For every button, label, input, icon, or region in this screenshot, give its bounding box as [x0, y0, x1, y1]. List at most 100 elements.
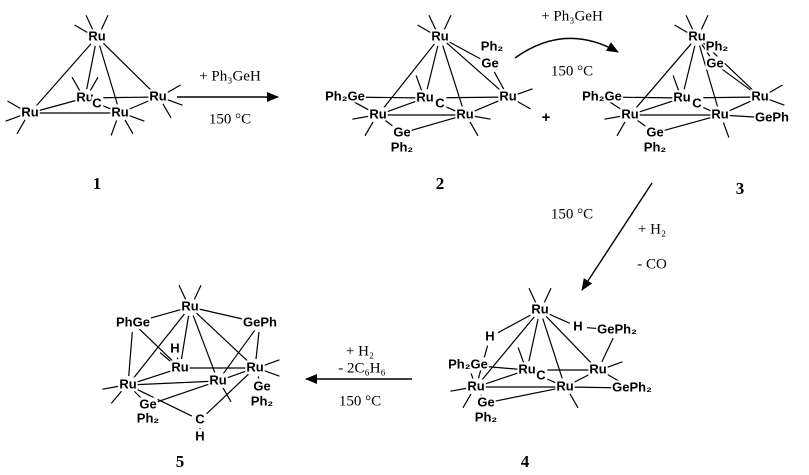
carbonyl-ligand	[166, 84, 181, 94]
atom-background	[75, 90, 95, 104]
reaction-arrow	[514, 37, 619, 59]
atom-background	[194, 412, 207, 426]
atom-label: Ru	[76, 89, 93, 104]
carbonyl-ligand	[352, 115, 369, 120]
atom-background	[415, 90, 435, 104]
bond	[683, 45, 696, 90]
condition: 150 °C	[339, 393, 381, 409]
bond	[494, 388, 557, 402]
bond	[663, 116, 712, 132]
bond	[196, 312, 249, 363]
carbonyl-ligand	[5, 115, 21, 122]
carbonyl-ligand	[604, 115, 621, 120]
atom-label: Ru	[21, 104, 38, 119]
bond	[133, 313, 185, 379]
atom-label: C	[692, 95, 702, 110]
atom-background	[242, 315, 279, 329]
atom-background	[620, 107, 640, 121]
reagent: + H₂	[638, 221, 666, 237]
atom-background	[392, 125, 412, 139]
bond	[139, 328, 174, 363]
bond	[446, 42, 502, 92]
atom-label: Ru	[209, 372, 226, 387]
atom-background	[169, 341, 181, 355]
plus-sign: +	[542, 109, 551, 126]
atom-label: Ru	[467, 378, 484, 393]
atom-label: H	[485, 328, 494, 343]
bond	[180, 315, 190, 360]
compound-number: 3	[736, 179, 745, 198]
atom-label: Ru	[499, 88, 516, 103]
atom-background	[611, 380, 654, 394]
atom-background	[245, 360, 265, 374]
bond	[542, 318, 563, 379]
atom-label: C	[195, 411, 205, 426]
bond	[426, 45, 439, 90]
atom-label: GePh₂	[597, 321, 637, 336]
carbonyl-ligand	[110, 120, 118, 136]
atom-label: Ru	[431, 28, 448, 43]
carbonyl-ligand	[672, 75, 680, 91]
condition: 150 °C	[551, 63, 593, 79]
bond	[102, 42, 153, 92]
atom-label: PhGe	[116, 314, 150, 329]
atom-background	[434, 96, 447, 110]
atom-background	[148, 89, 168, 103]
bond	[128, 331, 133, 377]
carbonyl-ligand	[722, 122, 730, 138]
atom-label: Ru	[751, 88, 768, 103]
carbonyl-ligand	[528, 287, 537, 304]
carbonyl-ligand	[89, 76, 99, 92]
atom-label: Ph₂	[481, 38, 504, 53]
carbonyl-ligand	[517, 347, 525, 363]
carbonyl-ligand	[616, 121, 626, 137]
carbonyl-ligand	[685, 14, 694, 31]
carbonyl-ligand	[222, 387, 232, 403]
carbonyl-ligand	[462, 393, 472, 409]
atom-label: Ru	[621, 106, 638, 121]
bond	[609, 101, 623, 111]
bond	[547, 313, 571, 324]
atom-background	[710, 107, 730, 121]
bond	[447, 40, 483, 61]
bond	[257, 376, 260, 379]
bond	[222, 329, 256, 375]
carbonyl-ligand	[178, 284, 187, 301]
atom-background	[687, 29, 707, 43]
atom-background	[87, 29, 107, 43]
bond	[192, 315, 216, 373]
reagent: + Ph₃GeH	[199, 68, 261, 84]
bond	[386, 100, 417, 113]
atom-background	[704, 39, 730, 53]
carbonyl-ligand	[74, 24, 89, 34]
atom-label: Ph₂	[391, 139, 414, 154]
bond	[484, 372, 519, 385]
bond	[352, 100, 371, 112]
atom-label: GePh	[243, 314, 277, 329]
atom-background	[118, 377, 138, 391]
atom-background	[466, 379, 486, 393]
atom-label: H	[573, 318, 582, 333]
atom-label: Ge	[646, 124, 663, 139]
atom-label: Ru	[456, 106, 473, 121]
atom-label: Ph₂	[137, 410, 160, 425]
carbonyl-ligand	[607, 361, 623, 368]
atom-label: C	[435, 95, 445, 110]
atom-background	[473, 410, 499, 424]
byproduct: - CO	[637, 256, 667, 272]
bond	[698, 45, 719, 107]
carbonyl-ligand	[700, 14, 709, 31]
condition: 150 °C	[551, 206, 593, 222]
atom-label: Ru	[171, 359, 188, 374]
atom-background	[476, 395, 496, 409]
atom-label: Ru	[181, 298, 198, 313]
bond	[156, 383, 210, 403]
carbonyl-ligand	[102, 385, 119, 390]
atom-label: Ge	[393, 124, 410, 139]
atom-background	[705, 56, 725, 70]
atom-label: Ge	[139, 396, 156, 411]
atom-background	[447, 357, 489, 371]
atom-label: Ru	[688, 28, 705, 43]
atom-background	[208, 373, 228, 387]
atom-label: Ru	[589, 361, 606, 376]
